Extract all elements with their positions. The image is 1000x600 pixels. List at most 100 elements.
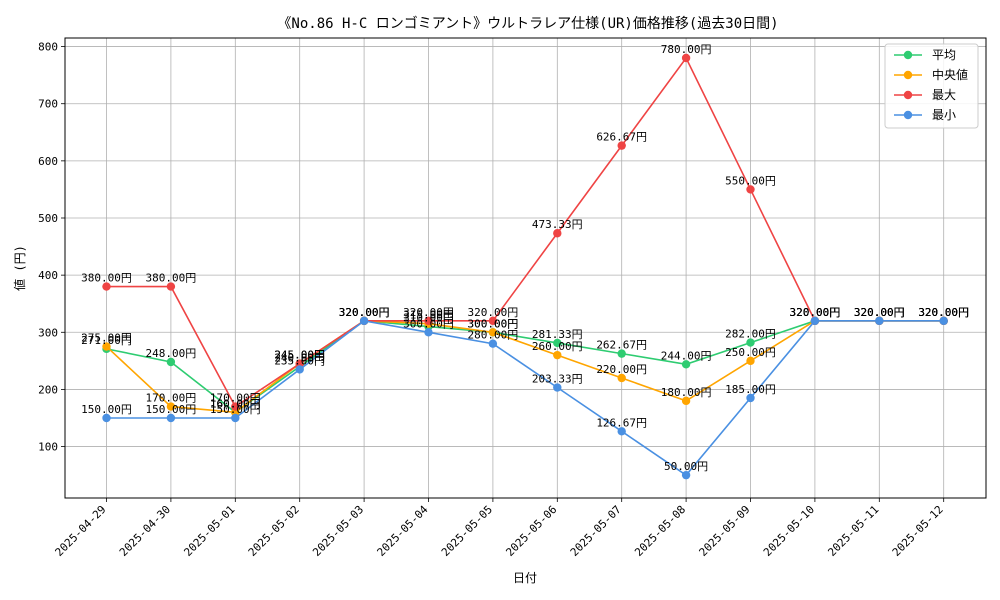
legend-label: 中央値 [932,67,968,82]
x-tick-label: 2025-05-10 [761,503,817,559]
data-label: 150.00円 [81,403,132,416]
data-point [746,356,755,366]
data-label: 320.00円 [339,306,390,319]
series-line-1 [105,320,944,414]
grid [65,38,986,498]
data-label: 550.00円 [725,174,776,187]
x-tick-label: 2025-05-09 [697,503,753,559]
data-label: 320.00円 [790,306,841,319]
data-point [939,316,948,326]
data-label: 380.00円 [146,272,197,285]
data-label: 150.00円 [146,403,197,416]
data-label: 320.00円 [339,306,390,319]
data-label: 780.00円 [661,43,712,56]
legend-label: 平均 [932,48,956,62]
x-tick-label: 2025-05-01 [181,503,237,559]
data-label: 248.00円 [146,347,197,360]
data-point [488,328,498,337]
x-axis: 2025-04-29 2025-04-30 2025-05-01 2025-05-02… [53,498,946,559]
data-point [553,383,562,392]
y-axis: 100 200 300 400 500 600 700 800 [38,41,65,454]
y-tick-label: 400 [38,269,58,282]
data-label: 300.00円 [468,317,519,330]
x-tick-label: 2025-05-08 [632,503,688,559]
data-point [617,373,626,383]
y-tick-label: 500 [38,212,58,225]
data-point [746,393,755,403]
data-label: 320.00円 [403,306,454,319]
y-tick-label: 600 [38,155,58,168]
data-label: 260.00円 [532,340,583,353]
data-label: 240.00円 [274,352,325,365]
data-label: 320.00円 [790,306,841,319]
data-label: 185.00円 [725,383,776,396]
data-label: 320.00円 [854,306,905,319]
data-label: 320.00円 [918,306,969,319]
y-tick-label: 100 [38,441,58,454]
data-point [231,413,240,423]
data-label: 271.00円 [81,334,132,347]
data-point [875,316,884,326]
data-label: 245.00円 [274,349,325,362]
data-point [102,342,111,351]
data-label: 380.00円 [81,272,132,285]
data-label: 320.00円 [339,306,390,319]
x-tick-label: 2025-05-12 [890,503,946,559]
data-point [359,316,369,326]
data-label: 203.33円 [532,373,583,386]
data-label: 275.00円 [81,332,132,345]
data-label: 320.00円 [468,306,519,319]
chart-title: 《No.86 H-C ロンゴミアント》ウルトラレア仕様(UR)価格推移(過去30… [277,15,778,32]
series-line-3 [106,320,944,477]
x-tick-label: 2025-05-02 [246,503,302,559]
data-label: 160.00円 [210,397,261,410]
data-label: 220.00円 [596,363,647,376]
y-tick-label: 800 [38,41,58,54]
data-point [488,316,498,326]
data-label: 320.00円 [854,306,905,319]
data-point [102,282,111,291]
data-label: 150.00円 [210,403,261,416]
data-point [681,396,691,406]
data-label: 300.00円 [468,317,519,330]
x-tick-label: 2025-04-29 [53,503,109,559]
data-label: 170.00円 [146,392,197,405]
x-tick-label: 2025-05-05 [439,503,495,559]
data-label: 320.00円 [790,306,841,319]
plot-frame [64,37,987,499]
data-label: 320.00円 [918,306,969,319]
data-label: 262.67円 [596,339,647,352]
data-point [681,53,691,63]
data-label: 282.00円 [725,328,776,341]
data-label: 250.00円 [725,346,776,359]
y-axis-label: 値 (円) [12,245,27,291]
data-point [488,339,498,348]
data-point [166,282,176,291]
data-label: 310.00円 [403,312,454,325]
data-point [553,338,562,348]
series-line-2 [106,56,944,408]
x-tick-label: 2025-04-30 [117,503,173,559]
data-label: 281.33円 [532,328,583,341]
data-point [681,470,691,480]
data-label: 235.00円 [274,354,325,367]
data-point [617,349,626,358]
legend-label: 最大 [932,88,956,102]
data-label: 245.00円 [274,349,325,362]
data-label: 315.00円 [403,309,454,322]
y-tick-label: 700 [38,98,58,111]
data-point [102,413,111,423]
legend-marker [903,50,913,60]
data-point [166,413,176,423]
data-point [746,185,755,194]
data-point [295,365,304,374]
legend-marker [903,70,913,80]
data-point [617,427,626,436]
data-label: 126.67円 [596,416,647,429]
x-tick-label: 2025-05-03 [310,503,366,559]
data-point [553,229,562,238]
data-label: 320.00円 [854,306,905,319]
